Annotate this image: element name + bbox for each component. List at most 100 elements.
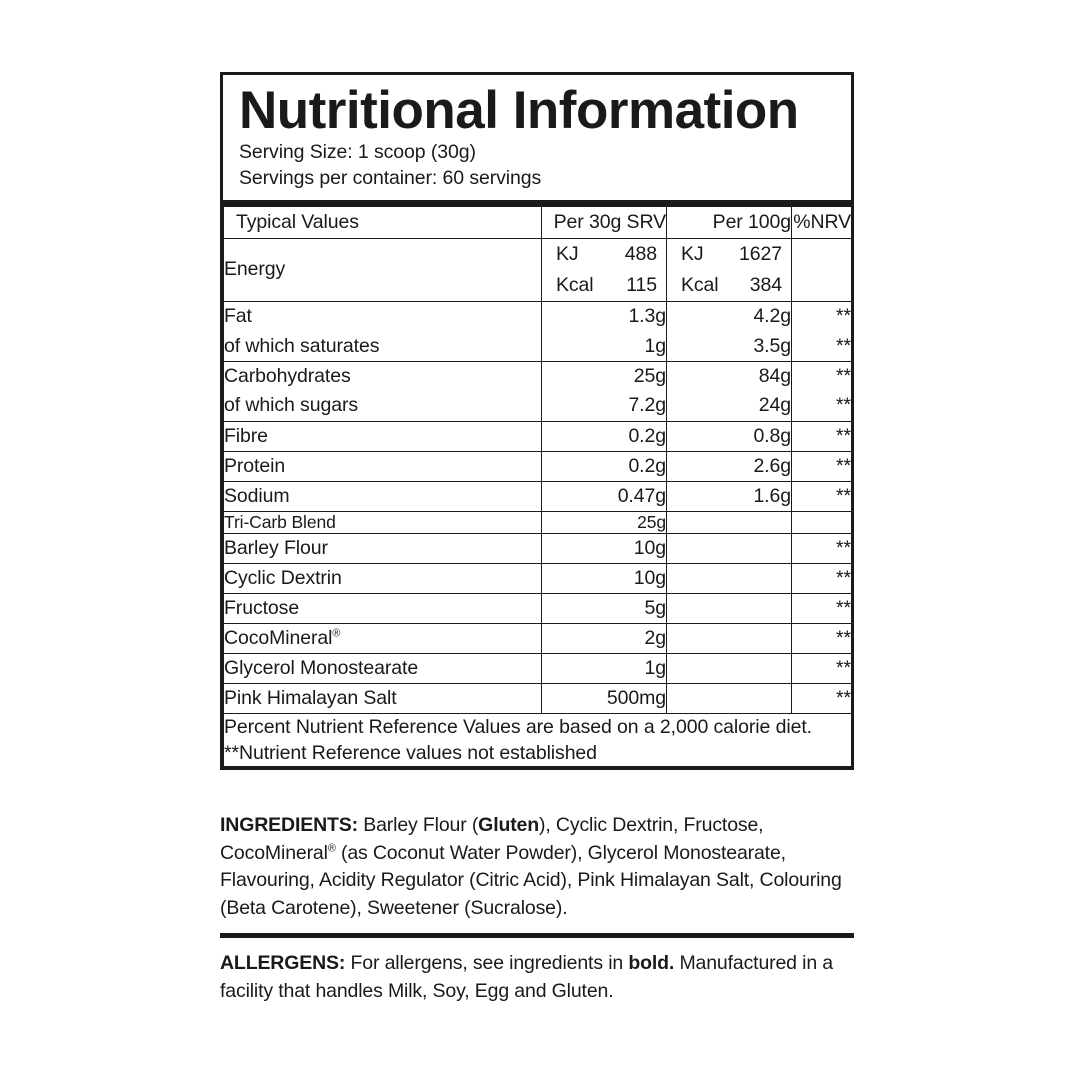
row-label-protein: Protein [223, 450, 542, 482]
saturates-per-serving: 1g [644, 334, 667, 357]
fibre-nrv: ** [791, 420, 852, 452]
fat-per-100g: 4.2g [753, 305, 791, 328]
row-label-sugars: of which sugars [224, 394, 358, 417]
allergens-heading: ALLERGENS: [220, 952, 346, 974]
fat-group-nrv: ** ** [791, 301, 852, 362]
cocomineral-nrv: ** [791, 622, 852, 654]
row-label-barley-flour: Barley Flour [223, 532, 542, 564]
energy-per-serving-cell: KJ 488 Kcal 115 [541, 237, 667, 303]
allergens-before-bold: For allergens, see ingredients in [345, 952, 629, 974]
energy-kcal-100g: 384 [749, 273, 782, 296]
glycerol-monostearate-per-100g [666, 652, 792, 684]
table-row-fat-group: Fat of which saturates 1.3g 1g 4.2g 3.5g [223, 301, 852, 362]
cyclic-dextrin-nrv: ** [791, 562, 852, 594]
row-label-fat-group: Fat of which saturates [223, 301, 542, 362]
table-row-pink-himalayan-salt: Pink Himalayan Salt 500mg ** [223, 682, 852, 714]
fibre-per-serving: 0.2g [541, 420, 667, 452]
column-header-name: Typical Values [223, 205, 542, 239]
protein-per-serving: 0.2g [541, 450, 667, 482]
barley-flour-per-serving: 10g [541, 532, 667, 564]
column-header-nrv: %NRV [791, 205, 852, 239]
row-label-fat: Fat [224, 305, 252, 328]
barley-flour-per-100g [666, 532, 792, 564]
registered-trademark-icon: ® [332, 627, 341, 640]
sodium-per-serving: 0.47g [541, 480, 667, 512]
table-row-sodium: Sodium 0.47g 1.6g ** [223, 480, 852, 512]
allergens-after-bold: Manufactured in a facility that handles … [220, 952, 833, 1002]
carbs-group-nrv: ** ** [791, 360, 852, 422]
table-footnote-row: Percent Nutrient Reference Values are ba… [223, 712, 852, 767]
row-label-pink-himalayan-salt: Pink Himalayan Salt [223, 682, 542, 714]
row-label-sodium: Sodium [223, 480, 542, 512]
fructose-per-serving: 5g [541, 592, 667, 624]
fructose-per-100g [666, 592, 792, 624]
fat-group-per-serving: 1.3g 1g [541, 301, 667, 362]
registered-trademark-icon-ingredients: ® [327, 842, 336, 855]
serving-size-text: Serving Size: 1 scoop (30g) [239, 141, 476, 164]
ingredients-heading: INGREDIENTS: [220, 814, 358, 836]
cocomineral-per-serving: 2g [541, 622, 667, 654]
nutrition-facts-panel: Nutritional Information Serving Size: 1 … [220, 72, 854, 770]
pink-himalayan-salt-nrv: ** [791, 682, 852, 714]
carbohydrates-per-100g: 84g [758, 364, 791, 387]
pink-himalayan-salt-per-serving: 500mg [541, 682, 667, 714]
sodium-nrv: ** [791, 480, 852, 512]
sugars-per-100g: 24g [758, 394, 791, 417]
fat-nrv: ** [836, 305, 851, 328]
row-label-cocomineral: CocoMineral® [223, 622, 542, 654]
carbs-group-per-serving: 25g 7.2g [541, 360, 667, 422]
carbohydrates-per-serving: 25g [633, 364, 666, 387]
fat-per-serving: 1.3g [628, 305, 666, 328]
footnote-cell: Percent Nutrient Reference Values are ba… [223, 712, 852, 767]
nutrition-panel-wrapper: Nutritional Information Serving Size: 1 … [220, 72, 854, 770]
table-row-protein: Protein 0.2g 2.6g ** [223, 450, 852, 482]
energy-kcal-serving: 115 [626, 273, 657, 296]
footnote-line-2: **Nutrient Reference values not establis… [224, 741, 597, 764]
sodium-per-100g: 1.6g [666, 480, 792, 512]
table-row-fructose: Fructose 5g ** [223, 592, 852, 624]
saturates-per-100g: 3.5g [753, 334, 791, 357]
row-label-saturates: of which saturates [224, 334, 380, 357]
ingredients-before-bold: Barley Flour ( [357, 814, 479, 836]
energy-kcal-unit-100g: Kcal [681, 273, 719, 296]
sugars-nrv: ** [836, 394, 851, 417]
column-header-per-100g: Per 100g [666, 205, 792, 239]
cocomineral-per-100g [666, 622, 792, 654]
section-divider [220, 933, 854, 938]
ingredients-after-bold: ), Cyclic Dextrin, Fructose, CocoMineral [220, 814, 764, 864]
allergens-bold-term: bold. [628, 952, 675, 974]
energy-per-100g-cell: KJ 1627 Kcal 384 [666, 237, 792, 303]
energy-kj-100g: 1627 [739, 242, 782, 265]
protein-per-100g: 2.6g [666, 450, 792, 482]
carbohydrates-nrv: ** [836, 364, 851, 387]
pink-himalayan-salt-per-100g [666, 682, 792, 714]
energy-kj-serving: 488 [624, 242, 657, 265]
table-row-barley-flour: Barley Flour 10g ** [223, 532, 852, 564]
tri-carb-blend-per-serving: 25g [541, 510, 667, 534]
cyclic-dextrin-per-100g [666, 562, 792, 594]
fructose-nrv: ** [791, 592, 852, 624]
table-row-carbohydrates-group: Carbohydrates of which sugars 25g 7.2g 8… [223, 360, 852, 422]
row-label-cyclic-dextrin: Cyclic Dextrin [223, 562, 542, 594]
glycerol-monostearate-nrv: ** [791, 652, 852, 684]
table-row-tri-carb-blend: Tri-Carb Blend 25g [223, 510, 852, 534]
servings-per-container-text: Servings per container: 60 servings [239, 166, 542, 189]
sugars-per-serving: 7.2g [628, 394, 666, 417]
row-label-carbohydrates: Carbohydrates [224, 364, 351, 387]
row-label-fibre: Fibre [223, 420, 542, 452]
row-label-energy: Energy [223, 237, 542, 303]
table-header-row: Typical Values Per 30g SRV Per 100g %NRV [223, 205, 852, 239]
ingredients-paragraph: INGREDIENTS: Barley Flour (Gluten), Cycl… [220, 812, 854, 923]
glycerol-monostearate-per-serving: 1g [541, 652, 667, 684]
cocomineral-text: CocoMineral [224, 626, 333, 649]
row-label-glycerol-monostearate: Glycerol Monostearate [223, 652, 542, 684]
table-row-cocomineral: CocoMineral® 2g ** [223, 622, 852, 654]
energy-nrv-cell [791, 237, 852, 303]
allergens-paragraph: ALLERGENS: For allergens, see ingredient… [220, 950, 854, 1005]
energy-kj-unit: KJ [556, 242, 579, 265]
barley-flour-nrv: ** [791, 532, 852, 564]
table-row-glycerol-monostearate: Glycerol Monostearate 1g ** [223, 652, 852, 684]
table-row-cyclic-dextrin: Cyclic Dextrin 10g ** [223, 562, 852, 594]
ingredients-tail: (as Coconut Water Powder), Glycerol Mono… [220, 841, 842, 920]
